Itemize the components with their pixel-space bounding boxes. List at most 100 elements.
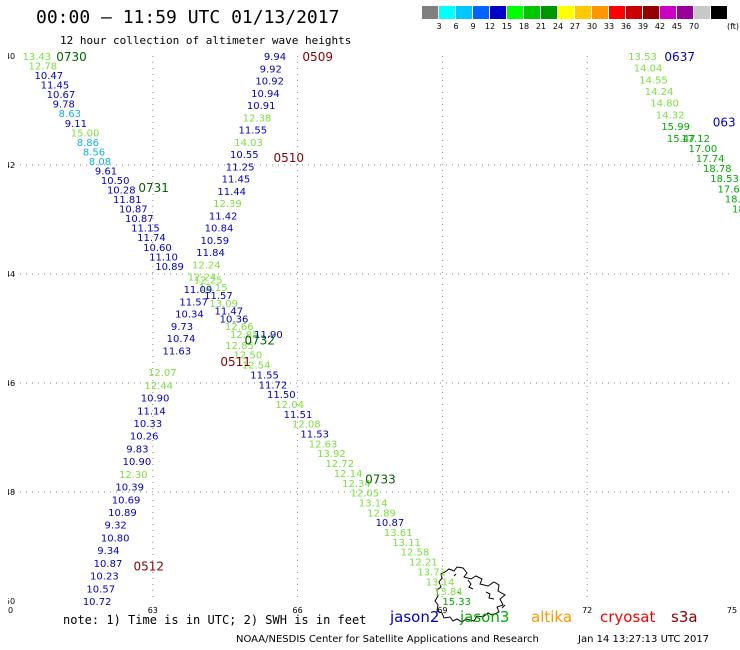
color-scale-swatch	[422, 6, 438, 19]
wave-height-value: 13.09	[209, 299, 238, 310]
satellite-legend-cryosat: cryosat	[600, 608, 656, 626]
wave-height-value: 12.25	[194, 275, 223, 286]
latitude-tick-label: -44	[8, 270, 15, 279]
color-scale-swatch	[558, 6, 574, 19]
pass-time-label: 0510	[273, 151, 304, 165]
longitude-tick-label: 69	[437, 606, 447, 615]
wave-height-value: 12.38	[243, 113, 272, 124]
wave-height-value: 11.50	[267, 390, 296, 401]
color-scale-label: 21	[535, 22, 547, 31]
wave-height-value: 13.84	[434, 587, 463, 598]
wave-height-value: 9.83	[126, 444, 148, 455]
wave-height-value: 13.53	[628, 52, 657, 63]
color-scale-label: 12	[484, 22, 496, 31]
wave-height-value: 12.85	[230, 330, 259, 341]
pass-time-label: 063	[713, 115, 736, 129]
wave-height-value: 9.34	[97, 546, 119, 557]
wave-height-value: 13.11	[392, 538, 421, 549]
page-title: 00:00 — 11:59 UTC 01/13/2017	[36, 7, 340, 28]
wave-height-value: 11.53	[300, 430, 329, 441]
wave-height-value: 14.32	[656, 110, 685, 121]
footer-credit: NOAA/NESDIS Center for Satellite Applica…	[236, 634, 539, 645]
wave-height-value: 11.09	[184, 285, 213, 296]
wave-height-value: 12.50	[234, 351, 263, 362]
wave-height-value: 11.44	[217, 187, 246, 198]
latitude-tick-label: -50	[8, 597, 15, 606]
wave-height-value: 14.03	[234, 138, 263, 149]
pass-time-label: 0512	[133, 560, 164, 574]
color-scale-label: 33	[603, 22, 615, 31]
wave-height-value: 13.14	[426, 577, 455, 588]
color-scale-swatch	[490, 6, 506, 19]
longitude-tick-label: 66	[293, 606, 303, 615]
latitude-tick-label: -46	[8, 379, 15, 388]
units-note: note: 1) Time is in UTC; 2) SWH is in fe…	[63, 613, 367, 627]
latitude-tick-label: -40	[8, 52, 15, 61]
wave-height-value: 11.14	[137, 406, 166, 417]
wave-height-value: 12.21	[409, 558, 438, 569]
wave-height-value: 11.57	[204, 291, 233, 302]
wave-height-value: 12.07	[148, 368, 177, 379]
wave-height-value: 12.14	[334, 469, 363, 480]
wave-height-value: 12.15	[199, 283, 228, 294]
wave-height-value: 11.90	[254, 330, 283, 341]
wave-height-value: 10.74	[167, 334, 196, 345]
color-scale-label: 9	[470, 22, 476, 31]
color-scale-label: 15	[501, 22, 513, 31]
wave-height-value: 12.44	[144, 381, 173, 392]
wave-height-value: 8.86	[77, 138, 99, 149]
wave-height-value: 12.34	[342, 479, 371, 490]
wave-height-value: 10.55	[230, 150, 259, 161]
color-scale-label: 70	[688, 22, 700, 31]
wave-height-value: 12.72	[325, 459, 354, 470]
wave-height-value: 10.87	[94, 559, 123, 570]
color-scale-swatch	[507, 6, 523, 19]
footer-timestamp: Jan 14 13:27:13 UTC 2017	[578, 634, 710, 645]
page-subtitle: 12 hour collection of altimeter wave hei…	[60, 34, 352, 47]
wave-height-value: 9.11	[65, 119, 87, 130]
color-scale-label: 42	[654, 22, 666, 31]
wave-height-value: 17.12	[681, 134, 710, 145]
color-scale-unit: (ft)	[727, 22, 740, 31]
satellite-legend-jason3: jason3	[460, 608, 510, 626]
color-scale-label: 45	[671, 22, 683, 31]
wave-height-value: 10.47	[35, 71, 64, 82]
wave-height-value: 10.36	[220, 314, 249, 325]
wave-height-value: 17.00	[689, 144, 718, 155]
wave-height-value: 10.50	[101, 176, 130, 187]
wave-height-value: 12.08	[292, 420, 321, 431]
wave-height-value: 14.24	[645, 87, 674, 98]
pass-time-label: 0511	[220, 355, 251, 369]
color-scale-label: 24	[552, 22, 564, 31]
altimeter-tracks: 13.4312.7810.4711.4510.679.788.639.1115.…	[22, 52, 740, 608]
wave-height-value: 10.90	[141, 394, 170, 405]
wave-height-value: 12.54	[242, 361, 271, 372]
color-scale-swatch	[575, 6, 591, 19]
wave-height-value: 10.28	[107, 186, 136, 197]
pass-time-label: 0509	[302, 52, 333, 64]
wave-height-value: 13.92	[317, 449, 346, 460]
wave-height-value: 15.00	[71, 128, 100, 139]
color-scale-swatch	[439, 6, 455, 19]
wave-height-value: 9.73	[171, 322, 193, 333]
color-scale-swatch	[660, 6, 676, 19]
color-scale-swatch	[643, 6, 659, 19]
wave-height-value: 11.47	[215, 307, 244, 318]
wave-height-value: 10.94	[251, 89, 280, 100]
wave-height-value: 11.10	[149, 252, 178, 263]
wave-height-value: 10.67	[47, 90, 76, 101]
wave-height-value: 11.51	[284, 410, 313, 421]
wave-height-value: 10.26	[130, 432, 159, 443]
wave-height-value: 11.63	[162, 346, 191, 357]
wave-height-value: 14.55	[639, 75, 668, 86]
color-scale-swatch	[711, 6, 727, 19]
wave-height-value: 11.72	[259, 380, 288, 391]
wave-height-value: 12.24	[192, 260, 221, 271]
wave-height-value: 11.55	[250, 370, 279, 381]
pass-time-label: 0733	[365, 472, 396, 486]
wave-height-value: 17.74	[696, 154, 725, 165]
color-scale-swatch	[473, 6, 489, 19]
color-scale-swatch	[626, 6, 642, 19]
color-scale-label: 39	[637, 22, 649, 31]
